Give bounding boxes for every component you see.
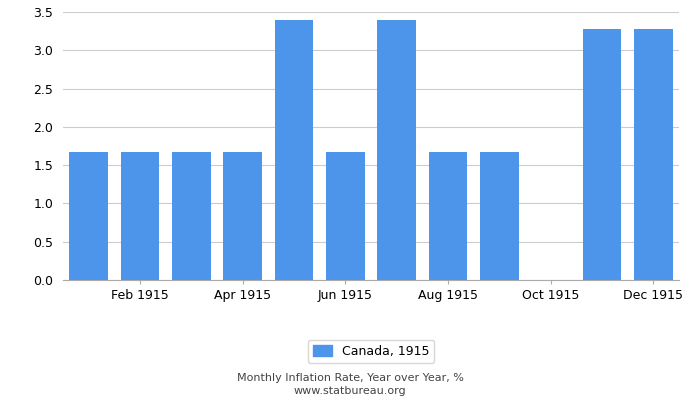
Bar bbox=[172, 152, 211, 280]
Bar bbox=[274, 20, 314, 280]
Bar bbox=[582, 29, 622, 280]
Legend: Canada, 1915: Canada, 1915 bbox=[308, 340, 434, 363]
Bar bbox=[377, 20, 416, 280]
Bar bbox=[634, 29, 673, 280]
Bar bbox=[480, 152, 519, 280]
Bar bbox=[326, 152, 365, 280]
Bar bbox=[223, 152, 262, 280]
Text: Monthly Inflation Rate, Year over Year, %: Monthly Inflation Rate, Year over Year, … bbox=[237, 373, 463, 383]
Bar bbox=[120, 152, 160, 280]
Bar bbox=[69, 152, 108, 280]
Bar bbox=[428, 152, 468, 280]
Text: www.statbureau.org: www.statbureau.org bbox=[294, 386, 406, 396]
